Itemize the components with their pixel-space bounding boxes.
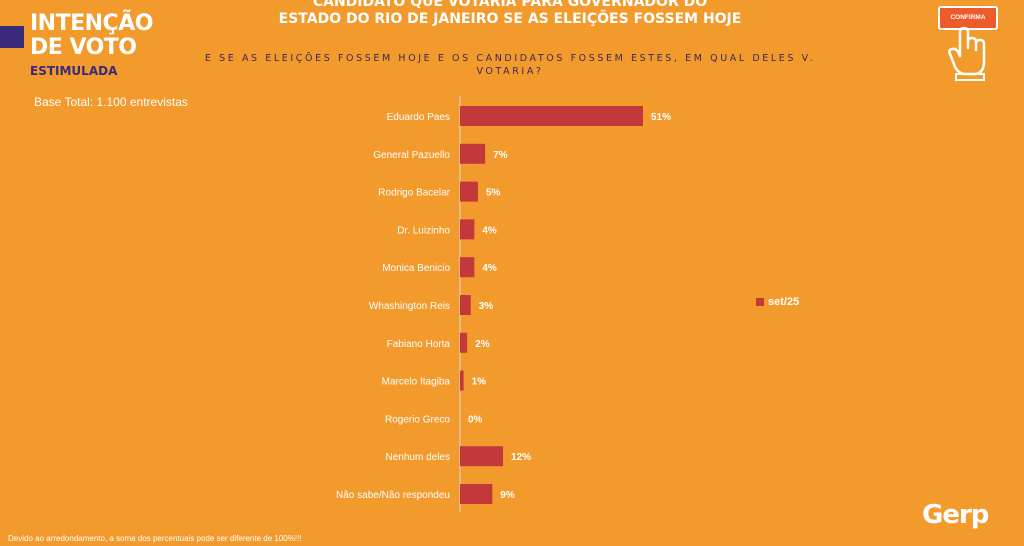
category-label: Nenhum deles [386, 452, 450, 463]
badge-line3: ESTIMULADA [30, 64, 118, 78]
value-label: 7% [493, 150, 508, 161]
chart-title: CANDIDATO QUE VOTARIA PARA GOVERNADOR DO… [250, 0, 770, 28]
footnote: Devido ao arredondamento, a soma dos per… [8, 534, 302, 543]
value-label: 12% [511, 452, 531, 463]
value-label: 5% [486, 188, 501, 199]
base-total: Base Total: 1.100 entrevistas [34, 95, 188, 109]
bar [460, 257, 475, 278]
chart-subtitle: E SE AS ELEIÇÕES FOSSEM HOJE E OS CANDID… [204, 53, 816, 77]
category-label: Marcelo Itagiba [382, 377, 451, 388]
bar [460, 332, 468, 353]
value-label: 4% [482, 225, 497, 236]
bar [460, 484, 493, 504]
badge-line2: DE VOTO [30, 35, 137, 60]
value-label: 2% [475, 339, 490, 350]
value-label: 51% [651, 112, 671, 123]
badge-line1: INTENÇÃO [30, 11, 153, 36]
category-label: General Pazuello [373, 150, 450, 161]
legend-label: set/25 [768, 296, 800, 308]
category-label: Monica Benicio [382, 263, 450, 274]
legend: set/25 [756, 296, 799, 308]
value-label: 3% [479, 301, 494, 312]
value-label: 4% [482, 263, 497, 274]
confirma-graphic: CONFIRMA [936, 4, 1000, 82]
gerp-logo: Gerp [922, 500, 989, 530]
title-line1: CANDIDATO QUE VOTARIA PARA GOVERNADOR DO [312, 0, 708, 10]
bar [460, 106, 643, 126]
category-label: Rodrigo Bacelar [378, 188, 450, 199]
category-label: Dr. Luizinho [397, 225, 450, 236]
bar [460, 295, 471, 315]
category-label: Whashington Reis [369, 301, 450, 312]
category-label: Eduardo Paes [387, 112, 450, 123]
legend-swatch [756, 298, 764, 306]
bar [460, 370, 464, 391]
value-label: 0% [468, 414, 483, 425]
bar [460, 219, 475, 240]
category-label: Fabiano Horta [387, 339, 451, 350]
badge: INTENÇÃO DE VOTO ESTIMULADA [0, 11, 153, 78]
value-label: 1% [472, 377, 487, 388]
value-label: 9% [500, 490, 515, 501]
hand-pointer-icon [948, 26, 986, 81]
title-line2: ESTADO DO RIO DE JANEIRO SE AS ELEIÇÕES … [278, 11, 742, 27]
bar [460, 446, 504, 467]
bar [460, 181, 478, 202]
bar [460, 143, 486, 164]
category-label: Não sabe/Não respondeu [336, 490, 450, 501]
badge-accent [0, 26, 24, 48]
category-label: Rogerio Greco [385, 414, 450, 425]
